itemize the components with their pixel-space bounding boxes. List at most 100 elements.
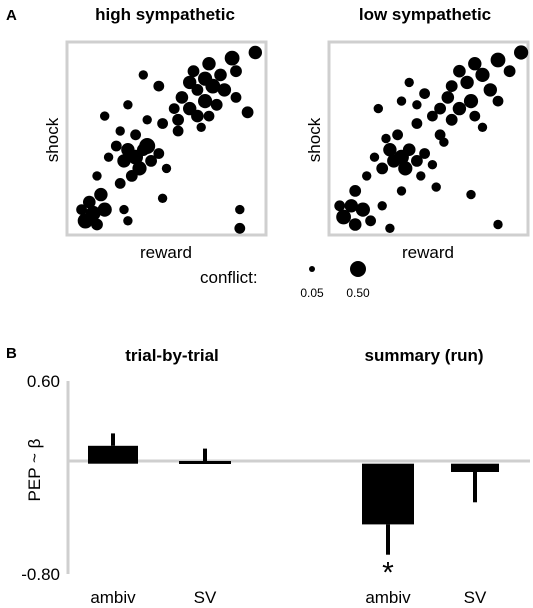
scatter-point-56 xyxy=(230,65,242,78)
y-tick-label-top: 0.60 xyxy=(27,372,60,391)
scatter-point-18 xyxy=(404,77,414,88)
scatter-point-20 xyxy=(153,80,165,92)
scatter-point-47 xyxy=(416,171,426,181)
scatter-point-42 xyxy=(92,171,102,181)
scatter-point-12 xyxy=(469,110,481,122)
scatter-point-36 xyxy=(355,202,370,217)
scatter-point-19 xyxy=(241,106,254,119)
scatter-point-45 xyxy=(97,202,112,217)
scatter-point-22 xyxy=(123,100,133,110)
scatter-point-9 xyxy=(217,83,232,97)
scatter-point-19 xyxy=(411,118,423,129)
scatter-point-23 xyxy=(383,143,397,157)
legend-title: conflict: xyxy=(200,268,258,287)
scatter-point-53 xyxy=(235,204,245,215)
scatter-point-13 xyxy=(210,98,223,111)
x-tick-label-1-1: SV xyxy=(464,588,487,607)
scatter-point-43 xyxy=(94,187,108,202)
scatter-point-2 xyxy=(202,57,216,71)
scatter-point-30 xyxy=(376,162,389,175)
scatter-point-46 xyxy=(385,223,395,233)
scatter-point-33 xyxy=(362,171,372,181)
scatter-point-32 xyxy=(369,152,380,162)
scatter-point-38 xyxy=(139,138,156,154)
scatter-point-38 xyxy=(348,218,362,231)
scatter-point-7 xyxy=(483,83,497,97)
scatter-point-10 xyxy=(175,91,189,104)
scatter-point-25 xyxy=(402,143,416,156)
scatter-point-14 xyxy=(168,103,180,114)
scatter-point-22 xyxy=(392,129,403,141)
y-axis-label: shock xyxy=(43,117,62,162)
group-title-summary: summary (run) xyxy=(364,346,483,365)
bar-chart: trial-by-trial summary (run) 0.60 -0.80 … xyxy=(21,346,530,607)
scatter-point-40 xyxy=(161,163,172,174)
scatter-point-49 xyxy=(76,204,87,216)
scatter-point-28 xyxy=(130,129,142,141)
scatter-point-15 xyxy=(492,95,504,107)
scatter-point-36 xyxy=(145,155,158,167)
scatter-point-34 xyxy=(349,185,362,197)
scatter-point-44 xyxy=(83,195,96,209)
scatter-point-2 xyxy=(468,57,482,71)
scatter-point-52 xyxy=(477,122,488,132)
scatter-point-25 xyxy=(172,125,184,137)
scatter-point-45 xyxy=(493,219,503,230)
scatter-point-21 xyxy=(381,133,391,144)
scatter-point-1 xyxy=(490,52,506,68)
scatter-point-51 xyxy=(123,216,133,226)
scatter-point-8 xyxy=(441,91,455,104)
scatter-point-49 xyxy=(396,96,407,106)
scatter-point-20 xyxy=(434,129,446,141)
scatter-point-44 xyxy=(466,189,476,200)
scatter-point-55 xyxy=(100,111,110,121)
scatter-point-52 xyxy=(157,193,168,203)
scatter-point-28 xyxy=(411,155,423,167)
scatter-point-26 xyxy=(387,154,401,168)
scatter-title: low sympathetic xyxy=(359,5,491,24)
scatter-point-6 xyxy=(445,80,458,92)
legend-marker-large xyxy=(350,261,366,277)
scatter-point-40 xyxy=(365,215,376,227)
bar-1-1 xyxy=(451,463,499,472)
scatter-point-33 xyxy=(117,154,131,168)
scatter-point-35 xyxy=(344,199,358,213)
scatter-low-sympathetic: low sympathetic reward shock xyxy=(305,5,530,262)
scatter-point-29 xyxy=(419,148,430,159)
scatter-point-3 xyxy=(187,65,200,78)
scatter-point-27 xyxy=(398,161,413,176)
scatter-point-11 xyxy=(198,94,213,109)
scatter-point-50 xyxy=(119,204,129,215)
scatter-point-37 xyxy=(336,209,351,225)
scatter-point-51 xyxy=(439,137,449,147)
scatter-point-16 xyxy=(172,113,185,126)
scatter-point-1 xyxy=(224,50,240,66)
scatter-point-41 xyxy=(114,178,126,189)
scatter-point-9 xyxy=(463,94,479,109)
scatter-point-26 xyxy=(196,122,206,132)
scatter-point-0 xyxy=(514,45,529,60)
scatter-point-41 xyxy=(377,201,387,211)
scatter-point-5 xyxy=(460,75,474,90)
bar-0-1 xyxy=(179,461,231,464)
significance-marker-1-0: * xyxy=(382,557,394,590)
legend-label-small: 0.05 xyxy=(300,286,324,300)
y-axis-label: shock xyxy=(305,117,324,162)
scatter-point-43 xyxy=(431,182,441,192)
x-tick-label-0-0: ambiv xyxy=(90,588,136,607)
scatter-point-18 xyxy=(230,92,242,103)
scatter-point-35 xyxy=(125,170,138,182)
scatter-point-11 xyxy=(434,102,446,115)
scatter-point-39 xyxy=(334,200,346,212)
bar-0-0 xyxy=(88,445,138,464)
x-axis-label: reward xyxy=(402,243,454,262)
scatter-point-24 xyxy=(142,115,152,125)
x-tick-label-0-1: SV xyxy=(194,588,217,607)
scatter-point-14 xyxy=(427,110,438,122)
scatter-point-37 xyxy=(153,148,165,159)
scatter-point-47 xyxy=(77,213,94,229)
scatter-point-42 xyxy=(396,186,407,196)
scatter-title: high sympathetic xyxy=(95,5,235,24)
y-tick-label-bottom: -0.80 xyxy=(21,565,60,584)
